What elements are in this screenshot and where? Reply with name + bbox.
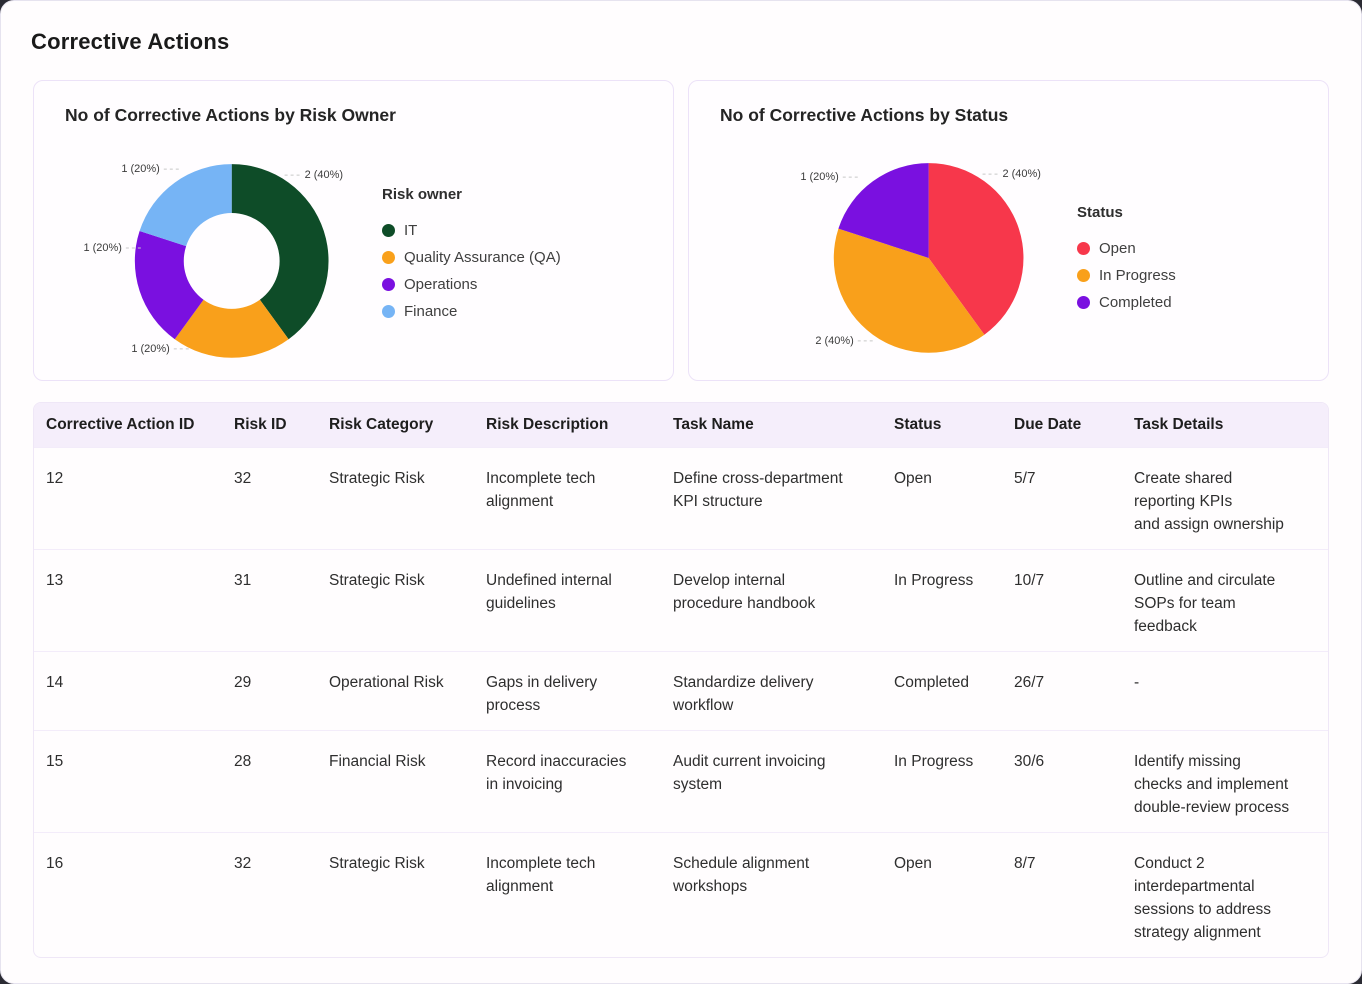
legend-item-quality-assurance-qa[interactable]: Quality Assurance (QA) xyxy=(382,248,561,267)
table-cell: Strategic Risk xyxy=(329,550,486,652)
table-cell: Standardize delivery workflow xyxy=(673,652,894,731)
legend-label: Completed xyxy=(1099,293,1172,312)
table-cell: Define cross-department KPI structure xyxy=(673,448,894,550)
table-cell: 15 xyxy=(34,731,234,833)
column-header-due-date: Due Date xyxy=(1014,403,1134,448)
corrective-actions-table-container: Corrective Action IDRisk IDRisk Category… xyxy=(33,402,1329,958)
column-header-task-name: Task Name xyxy=(673,403,894,448)
legend-item-completed[interactable]: Completed xyxy=(1077,293,1176,312)
status-legend: Status Open In Progress Completed xyxy=(1077,203,1176,312)
table-cell: Audit current invoicing system xyxy=(673,731,894,833)
table-cell: Strategic Risk xyxy=(329,833,486,958)
slice-value-label-in-progress: 2 (40%) xyxy=(815,335,853,347)
table-cell: Incomplete tech alignment xyxy=(486,833,673,958)
column-header-status: Status xyxy=(894,403,1014,448)
table-cell: Create shared reporting KPIs and assign … xyxy=(1134,448,1329,550)
legend-swatch-open xyxy=(1077,242,1090,255)
slice-value-label-open: 2 (40%) xyxy=(1003,168,1041,180)
legend-item-operations[interactable]: Operations xyxy=(382,275,561,294)
table-cell: Schedule alignment workshops xyxy=(673,833,894,958)
table-cell: Develop internal procedure handbook xyxy=(673,550,894,652)
legend-swatch-quality-assurance-qa xyxy=(382,251,395,264)
column-header-risk-description: Risk Description xyxy=(486,403,673,448)
table-cell: 31 xyxy=(234,550,329,652)
table-cell: Completed xyxy=(894,652,1014,731)
table-cell: 29 xyxy=(234,652,329,731)
table-cell: 10/7 xyxy=(1014,550,1134,652)
page-title: Corrective Actions xyxy=(31,29,1361,55)
table-cell: 14 xyxy=(34,652,234,731)
table-cell: 32 xyxy=(234,833,329,958)
slice-value-label-completed: 1 (20%) xyxy=(800,171,838,183)
legend-label: IT xyxy=(404,221,417,240)
table-cell: Strategic Risk xyxy=(329,448,486,550)
table-cell: In Progress xyxy=(894,731,1014,833)
table-cell: 26/7 xyxy=(1014,652,1134,731)
chart-card-risk-owner: 2 (40%) 1 (20%) 1 (20%) 1 (20%) No of Corre… xyxy=(33,80,674,381)
column-header-task-details: Task Details xyxy=(1134,403,1329,448)
legend-swatch-it xyxy=(382,224,395,237)
table-header: Corrective Action IDRisk IDRisk Category… xyxy=(34,403,1329,448)
legend-label: Operations xyxy=(404,275,477,294)
table-cell: Conduct 2 interdepartmental sessions to … xyxy=(1134,833,1329,958)
table-row: 1232Strategic RiskIncomplete tech alignm… xyxy=(34,448,1329,550)
legend-swatch-in-progress xyxy=(1077,269,1090,282)
legend-title-risk-owner: Risk owner xyxy=(382,185,561,205)
table-row: 1528Financial RiskRecord inaccuracies in… xyxy=(34,731,1329,833)
table-cell: 8/7 xyxy=(1014,833,1134,958)
column-header-risk-category: Risk Category xyxy=(329,403,486,448)
pie-slice-finance xyxy=(140,164,232,246)
table-cell: 28 xyxy=(234,731,329,833)
table-cell: 5/7 xyxy=(1014,448,1134,550)
table-row: 1632Strategic RiskIncomplete tech alignm… xyxy=(34,833,1329,958)
table-cell: 12 xyxy=(34,448,234,550)
legend-label: Finance xyxy=(404,302,457,321)
legend-label: Quality Assurance (QA) xyxy=(404,248,561,267)
legend-item-open[interactable]: Open xyxy=(1077,239,1176,258)
legend-items-risk-owner: IT Quality Assurance (QA) Operations Financ… xyxy=(382,221,561,321)
slice-value-label-finance: 1 (20%) xyxy=(121,163,159,175)
table-cell: 13 xyxy=(34,550,234,652)
slice-value-label-quality-assurance-qa: 1 (20%) xyxy=(131,343,169,355)
table-row: 1331Strategic RiskUndefined internal gui… xyxy=(34,550,1329,652)
chart-card-status: 2 (40%) 2 (40%) 1 (20%) No of Corrective A… xyxy=(688,80,1329,381)
slice-value-label-operations: 1 (20%) xyxy=(83,242,121,254)
table-cell: Record inaccuracies in invoicing xyxy=(486,731,673,833)
charts-row: 2 (40%) 1 (20%) 1 (20%) 1 (20%) No of Corre… xyxy=(33,80,1329,381)
table-cell: In Progress xyxy=(894,550,1014,652)
legend-item-it[interactable]: IT xyxy=(382,221,561,240)
legend-title-status: Status xyxy=(1077,203,1176,223)
table-cell: Open xyxy=(894,833,1014,958)
column-header-risk-id: Risk ID xyxy=(234,403,329,448)
table-cell: Operational Risk xyxy=(329,652,486,731)
legend-item-finance[interactable]: Finance xyxy=(382,302,561,321)
corrective-actions-table: Corrective Action IDRisk IDRisk Category… xyxy=(34,403,1329,957)
table-row: 1429Operational RiskGaps in delivery pro… xyxy=(34,652,1329,731)
risk-owner-legend: Risk owner IT Quality Assurance (QA) Opera… xyxy=(382,185,561,321)
table-cell: Undefined internal guidelines xyxy=(486,550,673,652)
table-cell: Outline and circulate SOPs for team feed… xyxy=(1134,550,1329,652)
legend-swatch-completed xyxy=(1077,296,1090,309)
slice-value-label-it: 2 (40%) xyxy=(305,169,343,181)
corrective-actions-page: Corrective Actions 2 (40%) 1 (20%) 1 (20%)… xyxy=(0,0,1362,984)
chart-title-status: No of Corrective Actions by Status xyxy=(720,105,1008,126)
table-cell: 16 xyxy=(34,833,234,958)
legend-items-status: Open In Progress Completed xyxy=(1077,239,1176,312)
legend-label: In Progress xyxy=(1099,266,1176,285)
table-cell: 32 xyxy=(234,448,329,550)
legend-item-in-progress[interactable]: In Progress xyxy=(1077,266,1176,285)
table-cell: - xyxy=(1134,652,1329,731)
column-header-corrective-action-id: Corrective Action ID xyxy=(34,403,234,448)
legend-swatch-finance xyxy=(382,305,395,318)
table-cell: Open xyxy=(894,448,1014,550)
table-cell: Gaps in delivery process xyxy=(486,652,673,731)
table-cell: Incomplete tech alignment xyxy=(486,448,673,550)
table-cell: Financial Risk xyxy=(329,731,486,833)
table-cell: Identify missing checks and implement do… xyxy=(1134,731,1329,833)
legend-label: Open xyxy=(1099,239,1136,258)
legend-swatch-operations xyxy=(382,278,395,291)
chart-title-risk-owner: No of Corrective Actions by Risk Owner xyxy=(65,105,396,126)
table-cell: 30/6 xyxy=(1014,731,1134,833)
